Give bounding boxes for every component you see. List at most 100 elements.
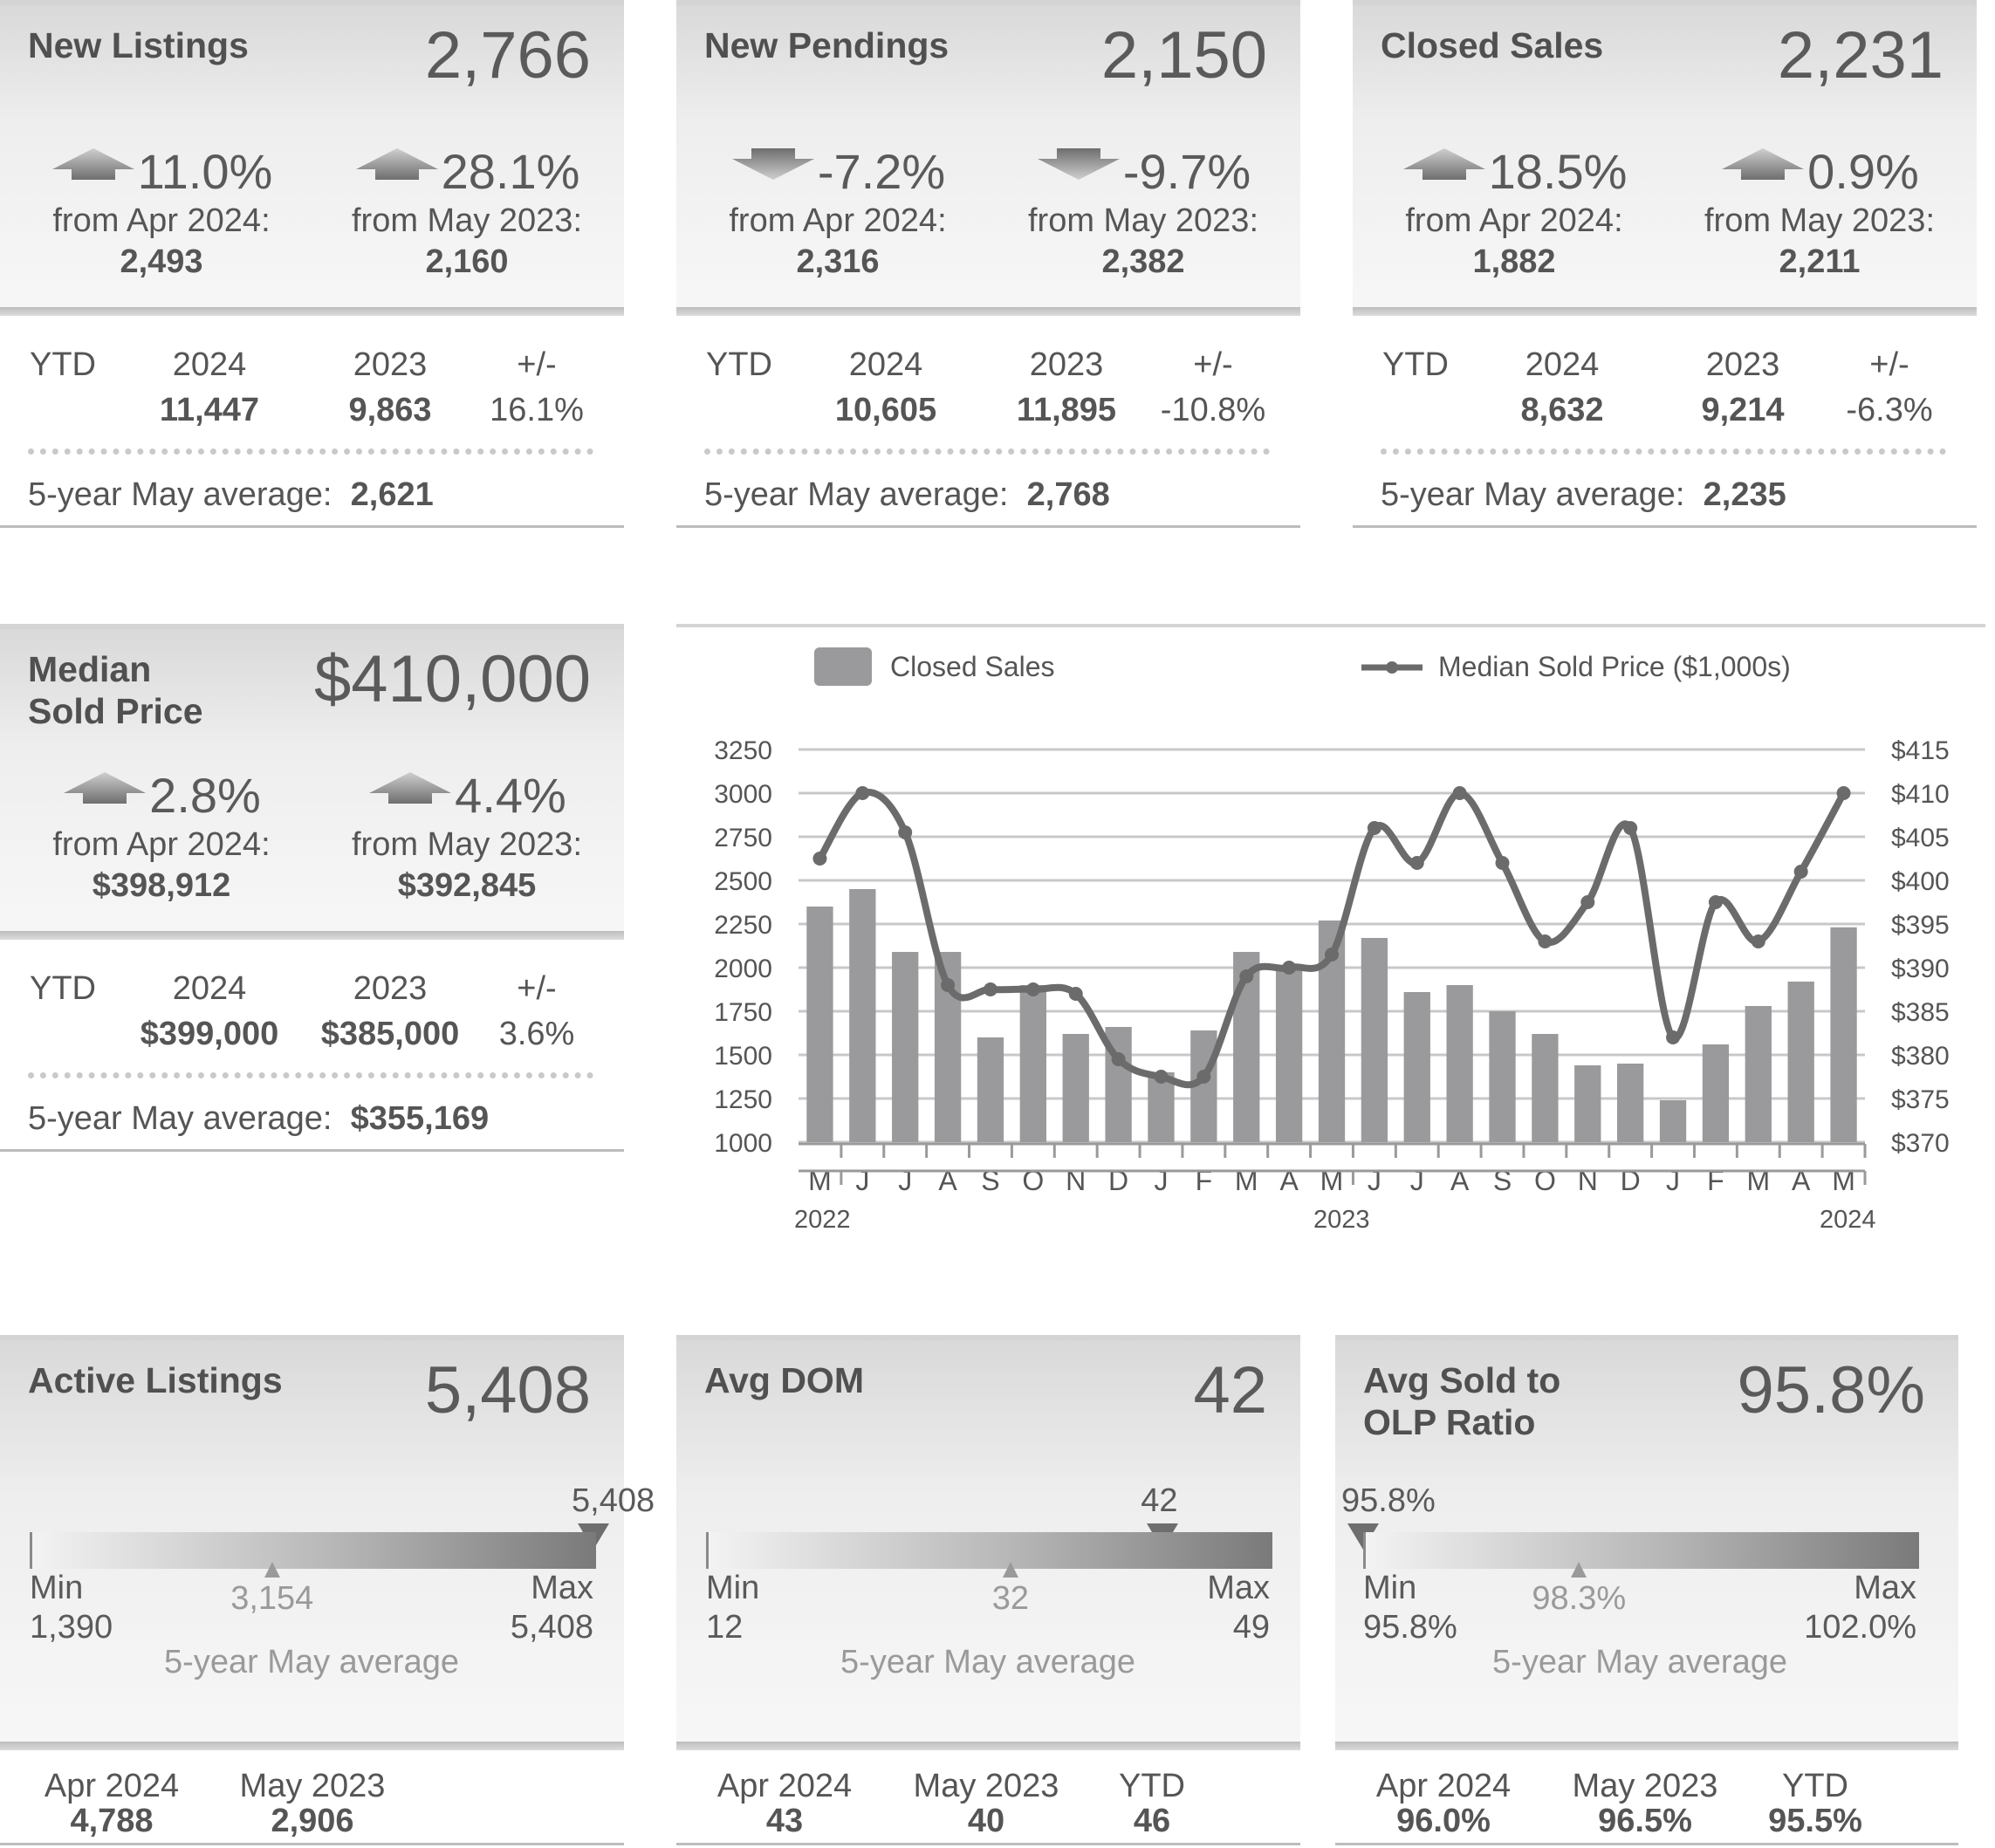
y-right-tick-label: $400 (1891, 867, 1950, 896)
card-bottom-line (1353, 525, 1977, 528)
median-price-point (1325, 948, 1339, 962)
ytd-year2-value: $385,000 (320, 1016, 460, 1052)
card-title-line2: OLP Ratio (1363, 1402, 1536, 1442)
x-month-label: J (1410, 1165, 1424, 1196)
avg-label: 5-year May average: (28, 1100, 332, 1137)
median-price-point (1409, 856, 1424, 870)
closed-sales-bar (1403, 992, 1430, 1142)
closed-sales-bar (849, 889, 876, 1142)
ytd-label: YTD (30, 346, 96, 383)
y-left-tick-label: 2750 (714, 824, 772, 852)
closed-sales-bar (1489, 1011, 1516, 1142)
may-2023-label: May 2023 (1572, 1768, 1718, 1804)
dotted-divider (1381, 448, 1946, 455)
average-caption: 5-year May average (164, 1644, 459, 1680)
ytd-pm-value: -6.3% (1846, 392, 1933, 428)
x-month-label: M (1320, 1165, 1344, 1196)
may-2023-value: 40 (967, 1803, 1005, 1839)
ytd-label: YTD (30, 970, 96, 1007)
y-right-tick-label: $375 (1891, 1085, 1950, 1114)
x-month-label: A (1792, 1165, 1811, 1196)
median-price-point (898, 825, 913, 839)
ytd-value: 95.5% (1768, 1803, 1862, 1839)
arrow-up-icon (1402, 148, 1485, 180)
change-pct: 11.0% (137, 144, 273, 199)
card-bottom-line (0, 1149, 624, 1152)
may-2023-label: May 2023 (913, 1768, 1059, 1804)
x-month-label: A (1450, 1165, 1470, 1196)
change-from-prev-month: 2.8% from Apr 2024: $398,912 (17, 768, 305, 906)
x-month-label: J (1666, 1165, 1680, 1196)
closed-sales-bar (1532, 1034, 1559, 1142)
closed-sales-bar (1617, 1064, 1644, 1142)
new-listings-card: New Listings 2,766 11.0% from Apr 2024: … (0, 0, 624, 532)
median-price-point (1836, 786, 1851, 800)
apr-2024-value: 43 (765, 1803, 804, 1839)
y-left-tick-label: 3250 (714, 736, 772, 765)
ytd-year2-label: 2023 (1705, 346, 1780, 383)
ytd-pm-label: +/- (517, 346, 557, 383)
closed-sales-bar (1361, 938, 1388, 1142)
card-title: Avg DOM (704, 1360, 864, 1400)
five-year-average: 5-year May average: 2,235 (1381, 474, 1786, 516)
x-month-label: D (1621, 1165, 1641, 1196)
ytd-header-row: YTD 2024 2023 +/- (0, 968, 624, 1010)
change-label: from Apr 2024: (52, 826, 271, 863)
card-title: New Pendings (704, 25, 950, 65)
avg-label: 5-year May average: (704, 476, 1009, 513)
closed-sales-bar (1787, 982, 1814, 1142)
median-price-point (983, 982, 998, 996)
card-title: Active Listings (28, 1360, 283, 1400)
change-from-prev-month: -7.2% from Apr 2024: 2,316 (694, 144, 982, 282)
ytd-label: YTD (706, 346, 772, 383)
change-pct: 2.8% (149, 768, 261, 823)
y-left-tick-label: 1250 (714, 1085, 772, 1114)
x-month-label: F (1707, 1165, 1724, 1196)
bar-series (806, 889, 1857, 1142)
y-left-tick-label: 1000 (714, 1129, 772, 1158)
legend-bar-swatch (814, 647, 872, 686)
legend-bar-label: Closed Sales (890, 651, 1055, 682)
year-label: 2022 (794, 1206, 851, 1234)
min-value: 1,390 (30, 1609, 113, 1646)
arrow-down-icon (731, 148, 814, 180)
change-pct: 4.4% (455, 768, 566, 823)
x-month-label: M (1235, 1165, 1258, 1196)
x-month-label: J (1154, 1165, 1168, 1196)
closed-sales-bar (892, 952, 919, 1142)
y-left-tick-label: 1750 (714, 998, 772, 1027)
card-bottom-line (0, 525, 624, 528)
ytd-pm-label: +/- (1193, 346, 1233, 383)
gauge-bar (30, 1532, 596, 1569)
change-from-prev-year: -9.7% from May 2023: 2,382 (999, 144, 1287, 282)
y-right-tick-label: $395 (1891, 911, 1950, 940)
x-month-label: A (938, 1165, 957, 1196)
avg-value: $355,169 (350, 1100, 490, 1137)
closed-sales-bar (1233, 952, 1260, 1142)
ytd-year2-value: 11,895 (1016, 392, 1117, 428)
change-pct: 28.1% (441, 144, 580, 199)
ytd-label: YTD (1119, 1768, 1185, 1804)
y-right-tick-label: $385 (1891, 998, 1950, 1027)
median-price-point (1538, 934, 1553, 948)
ytd-values-row: 10,605 11,895 -10.8% (676, 389, 1300, 431)
change-label: from Apr 2024: (52, 202, 271, 239)
x-month-label: O (1534, 1165, 1556, 1196)
card-title-line1: Median (28, 649, 152, 689)
change-base-value: 1,882 (1472, 243, 1556, 280)
ytd-year2-label: 2023 (353, 970, 428, 1007)
ytd-values-row: $399,000 $385,000 3.6% (0, 1013, 624, 1055)
max-value: 49 (1232, 1609, 1270, 1646)
y-right-tick-label: $380 (1891, 1042, 1950, 1071)
avg-value: 2,235 (1703, 476, 1786, 513)
ytd-year1-value: 11,447 (159, 392, 260, 428)
ytd-header-row: YTD 2024 2023 +/- (676, 344, 1300, 386)
x-month-label: N (1066, 1165, 1086, 1196)
median-price-card: Median Sold Price $410,000 2.8% from Apr… (0, 624, 624, 1156)
ytd-year1-label: 2024 (848, 346, 923, 383)
ytd-year1-value: 8,632 (1520, 392, 1604, 428)
min-label: Min (1363, 1570, 1417, 1606)
median-price-point (1367, 821, 1381, 835)
x-month-label: D (1108, 1165, 1128, 1196)
change-base-value: 2,382 (1101, 243, 1185, 280)
